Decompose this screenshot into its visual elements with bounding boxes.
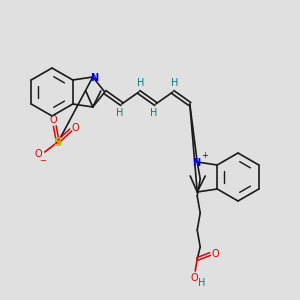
Text: N: N: [90, 73, 98, 83]
Text: N: N: [192, 158, 200, 168]
Text: −: −: [39, 157, 46, 166]
Text: O: O: [35, 149, 43, 159]
Text: H: H: [137, 78, 145, 88]
Text: O: O: [72, 123, 80, 133]
Text: H: H: [116, 108, 124, 118]
Text: H: H: [171, 78, 178, 88]
Text: H: H: [197, 278, 205, 288]
Text: H: H: [150, 108, 158, 118]
Text: O: O: [212, 249, 219, 259]
Text: S: S: [53, 136, 62, 148]
Text: +: +: [201, 152, 208, 160]
Text: O: O: [190, 273, 198, 283]
Text: O: O: [50, 115, 58, 125]
